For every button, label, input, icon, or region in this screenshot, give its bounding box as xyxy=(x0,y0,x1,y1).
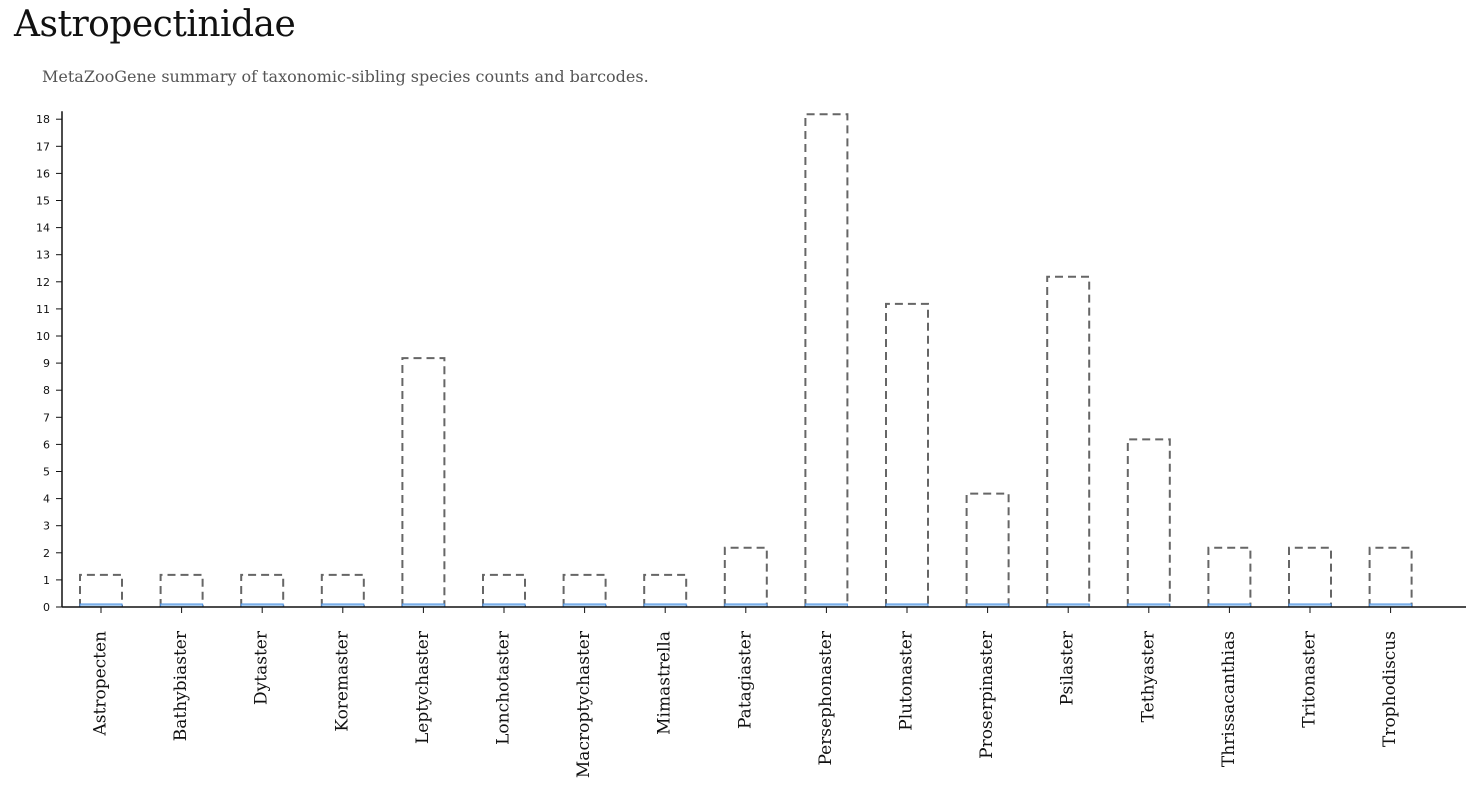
y-tick-label: 15 xyxy=(36,195,50,208)
y-tick-label: 18 xyxy=(36,113,50,126)
x-category-label: Thrissacanthias xyxy=(1219,631,1239,767)
x-category-label: Koremaster xyxy=(332,630,352,732)
y-tick-label: 5 xyxy=(43,466,50,479)
x-category-label: Tethyaster xyxy=(1138,630,1158,722)
species-count-bar xyxy=(885,302,929,607)
y-tick-label: 2 xyxy=(43,547,50,560)
species-count-bar xyxy=(482,573,526,607)
x-category-label: Psilaster xyxy=(1058,630,1078,705)
y-tick-label: 4 xyxy=(43,493,50,506)
x-category-label: Plutonaster xyxy=(897,630,917,731)
x-category-label: Astropecten xyxy=(91,631,111,737)
y-tick-label: 8 xyxy=(43,384,50,397)
species-count-bar xyxy=(320,573,365,607)
page-subtitle: MetaZooGene summary of taxonomic-sibling… xyxy=(42,67,649,86)
y-tick-label: 3 xyxy=(43,520,50,533)
species-count-bar xyxy=(1046,275,1091,607)
y-tick-label: 10 xyxy=(36,330,50,343)
species-count-bar xyxy=(562,573,607,607)
x-category-label: Persephonaster xyxy=(816,630,836,765)
species-count-bar xyxy=(723,546,768,607)
species-count-bar xyxy=(240,573,285,607)
x-category-label: Proserpinaster xyxy=(977,630,997,759)
species-count-bar xyxy=(79,573,123,607)
x-category-label: Patagiaster xyxy=(735,630,755,729)
species-count-bar xyxy=(159,573,204,607)
y-tick-label: 0 xyxy=(43,601,50,614)
y-tick-label: 11 xyxy=(36,303,50,316)
species-count-bar xyxy=(1288,546,1332,607)
x-category-label: Lonchotaster xyxy=(494,630,514,745)
x-category-label: Mimastrella xyxy=(655,631,675,735)
species-count-bar xyxy=(1207,546,1252,607)
species-count-bars xyxy=(79,113,1413,607)
y-tick-label: 17 xyxy=(36,140,50,153)
x-category-label: Trophodiscus xyxy=(1380,631,1400,747)
species-count-bar xyxy=(804,113,849,607)
species-count-bar xyxy=(643,573,688,607)
y-tick-label: 1 xyxy=(43,574,50,587)
y-tick-label: 13 xyxy=(36,249,50,262)
y-tick-label: 9 xyxy=(43,357,50,370)
y-tick-label: 14 xyxy=(36,222,50,235)
x-category-label: Leptychaster xyxy=(413,630,433,744)
x-category-label: Macroptychaster xyxy=(574,630,594,778)
y-tick-label: 7 xyxy=(43,411,50,424)
species-count-bar xyxy=(965,492,1010,607)
x-category-label: Bathybiaster xyxy=(171,630,191,741)
y-tick-label: 12 xyxy=(36,276,50,289)
x-axis: Astropecten Bathybiaster Dytaster Koremaste… xyxy=(62,606,1466,778)
x-category-label: Dytaster xyxy=(252,630,272,705)
y-tick-label: 6 xyxy=(43,438,50,451)
page-title: Astropectinidae xyxy=(14,4,296,45)
species-count-bar xyxy=(1126,438,1171,607)
species-count-bar xyxy=(1368,546,1413,607)
species-count-bar xyxy=(401,357,446,607)
y-tick-label: 16 xyxy=(36,167,50,180)
x-category-label: Tritonaster xyxy=(1300,630,1320,728)
